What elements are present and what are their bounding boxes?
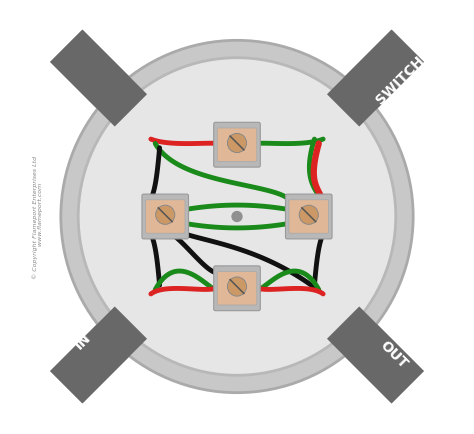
Circle shape bbox=[228, 134, 246, 153]
FancyBboxPatch shape bbox=[142, 194, 189, 240]
FancyBboxPatch shape bbox=[217, 272, 257, 306]
Text: IN: IN bbox=[72, 330, 93, 352]
Text: SWITCH: SWITCH bbox=[374, 53, 427, 107]
Polygon shape bbox=[50, 30, 144, 124]
FancyBboxPatch shape bbox=[214, 266, 260, 311]
Circle shape bbox=[231, 211, 243, 223]
Text: © Copyright Flameport Enterprises Ltd
   www.flameport.com: © Copyright Flameport Enterprises Ltd ww… bbox=[32, 155, 44, 279]
FancyBboxPatch shape bbox=[214, 123, 260, 168]
Text: OUT: OUT bbox=[377, 337, 410, 370]
Circle shape bbox=[78, 59, 396, 375]
FancyBboxPatch shape bbox=[285, 194, 332, 240]
Polygon shape bbox=[327, 307, 424, 404]
FancyBboxPatch shape bbox=[289, 201, 328, 233]
Text: LIGHT: LIGHT bbox=[48, 72, 91, 115]
Polygon shape bbox=[50, 30, 147, 127]
Polygon shape bbox=[330, 30, 424, 124]
FancyBboxPatch shape bbox=[217, 128, 257, 162]
FancyBboxPatch shape bbox=[146, 201, 185, 233]
Circle shape bbox=[299, 206, 319, 225]
Polygon shape bbox=[50, 307, 147, 404]
Polygon shape bbox=[330, 310, 424, 404]
Polygon shape bbox=[327, 30, 424, 127]
Circle shape bbox=[228, 277, 246, 296]
Circle shape bbox=[155, 206, 175, 225]
Polygon shape bbox=[50, 310, 144, 404]
Circle shape bbox=[61, 41, 413, 393]
